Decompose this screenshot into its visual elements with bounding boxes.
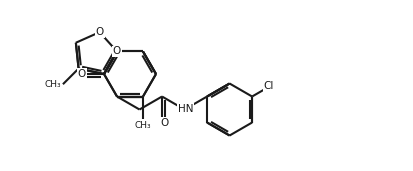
Text: O: O xyxy=(95,27,104,37)
Text: Cl: Cl xyxy=(263,81,273,91)
Text: CH₃: CH₃ xyxy=(44,80,61,89)
Text: CH₃: CH₃ xyxy=(134,121,151,130)
Text: O: O xyxy=(159,117,168,128)
Text: O: O xyxy=(113,47,121,56)
Text: HN: HN xyxy=(177,103,193,114)
Text: O: O xyxy=(77,69,85,79)
